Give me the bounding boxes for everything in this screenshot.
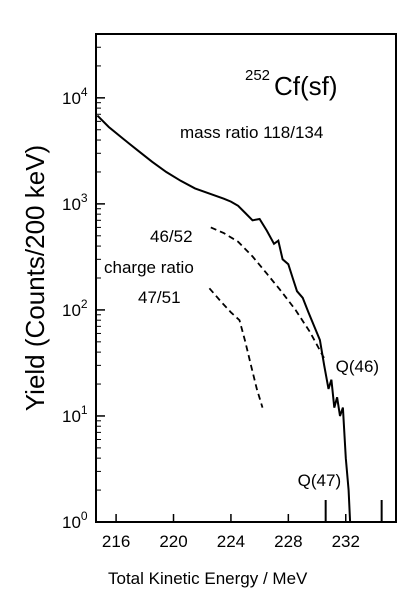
q-marker-label: Q(47) xyxy=(298,471,341,490)
y-tick-base: 10 xyxy=(62,195,81,214)
y-tick-base: 10 xyxy=(62,301,81,320)
y-tick-base: 10 xyxy=(62,89,81,108)
x-tick-label: 220 xyxy=(159,532,187,551)
y-tick-label: 101 xyxy=(62,403,88,426)
markers-group: Q(46) Q(47) xyxy=(298,357,383,522)
chart-title: Cf(sf) xyxy=(274,71,338,101)
x-tick-label: 232 xyxy=(332,532,360,551)
chart-subtitle: mass ratio 118/134 xyxy=(180,123,323,142)
y-tick-label: 103 xyxy=(62,191,88,214)
series-line-1 xyxy=(210,226,325,359)
y-tick-exponent: 4 xyxy=(81,85,88,99)
y-tick-label: 100 xyxy=(62,509,88,532)
series-label-47-51: 47/51 xyxy=(138,288,181,307)
y-tick-exponent: 0 xyxy=(81,509,88,523)
y-axis-title: Yield (Counts/200 keV) xyxy=(20,145,50,411)
y-tick-exponent: 3 xyxy=(81,191,88,205)
y-tick-label: 104 xyxy=(62,85,88,108)
series-line-0 xyxy=(96,114,352,523)
y-tick-base: 10 xyxy=(62,513,81,532)
series-group xyxy=(96,114,352,523)
y-tick-label: 102 xyxy=(62,297,88,320)
chart-title-superscript: 252 xyxy=(245,67,270,84)
charge-ratio-label: charge ratio xyxy=(104,258,194,277)
series-label-46-52: 46/52 xyxy=(150,227,193,246)
x-tick-label: 224 xyxy=(217,532,245,551)
x-axis: 216 220 224 228 232 xyxy=(102,514,360,551)
series-line-2 xyxy=(208,287,264,408)
plot-frame xyxy=(95,33,397,523)
x-axis-title: Total Kinetic Energy / MeV xyxy=(108,569,308,588)
y-tick-exponent: 1 xyxy=(81,403,88,417)
q-marker-label: Q(46) xyxy=(336,357,379,376)
x-tick-label: 216 xyxy=(102,532,130,551)
y-tick-base: 10 xyxy=(62,407,81,426)
y-tick-exponent: 2 xyxy=(81,297,88,311)
x-tick-label: 228 xyxy=(274,532,302,551)
